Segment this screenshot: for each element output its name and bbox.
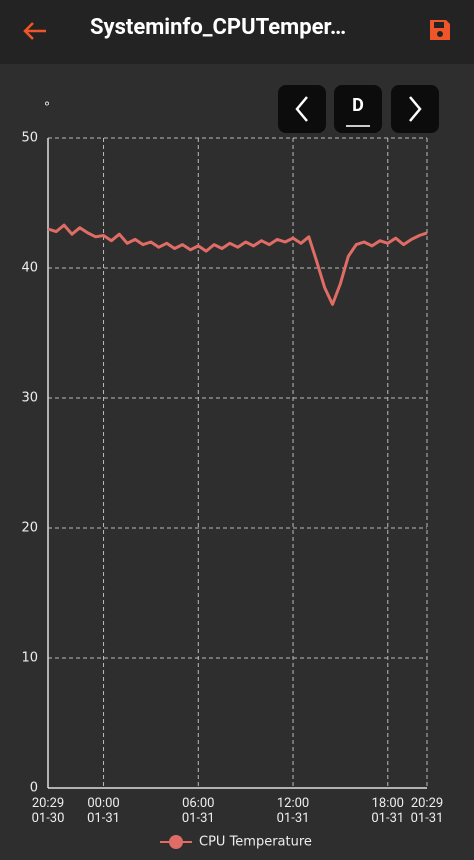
next-button[interactable] [391, 85, 439, 133]
back-button[interactable] [22, 20, 48, 42]
series-line [47, 223, 428, 306]
legend-label: CPU Temperature [199, 835, 312, 850]
period-label: D [352, 95, 364, 116]
y-tick-label: 40 [21, 261, 38, 276]
app-bar: Systeminfo_CPUTemper… [0, 0, 474, 64]
period-button[interactable]: D [334, 85, 382, 133]
save-button[interactable] [428, 18, 452, 42]
x-tick-label: 00:00 01-31 [87, 796, 120, 826]
y-tick-label: 10 [21, 651, 38, 666]
y-tick-label: 20 [21, 521, 38, 536]
y-tick-label: 30 [21, 391, 38, 406]
x-tick-label: 12:00 01-31 [276, 796, 310, 826]
x-tick-label: 20:29 01-30 [31, 796, 65, 826]
y-tick-label: 50 [21, 131, 38, 146]
x-tick-label: 20:29 01-31 [410, 796, 444, 826]
y-unit: ° [44, 101, 51, 116]
legend-marker [169, 835, 183, 849]
y-tick-label: 0 [30, 781, 38, 796]
title: Systeminfo_CPUTemper… [90, 15, 347, 40]
x-tick-label: 18:00 01-31 [371, 796, 405, 826]
prev-button[interactable] [278, 85, 326, 133]
x-tick-label: 06:00 01-31 [181, 796, 215, 826]
